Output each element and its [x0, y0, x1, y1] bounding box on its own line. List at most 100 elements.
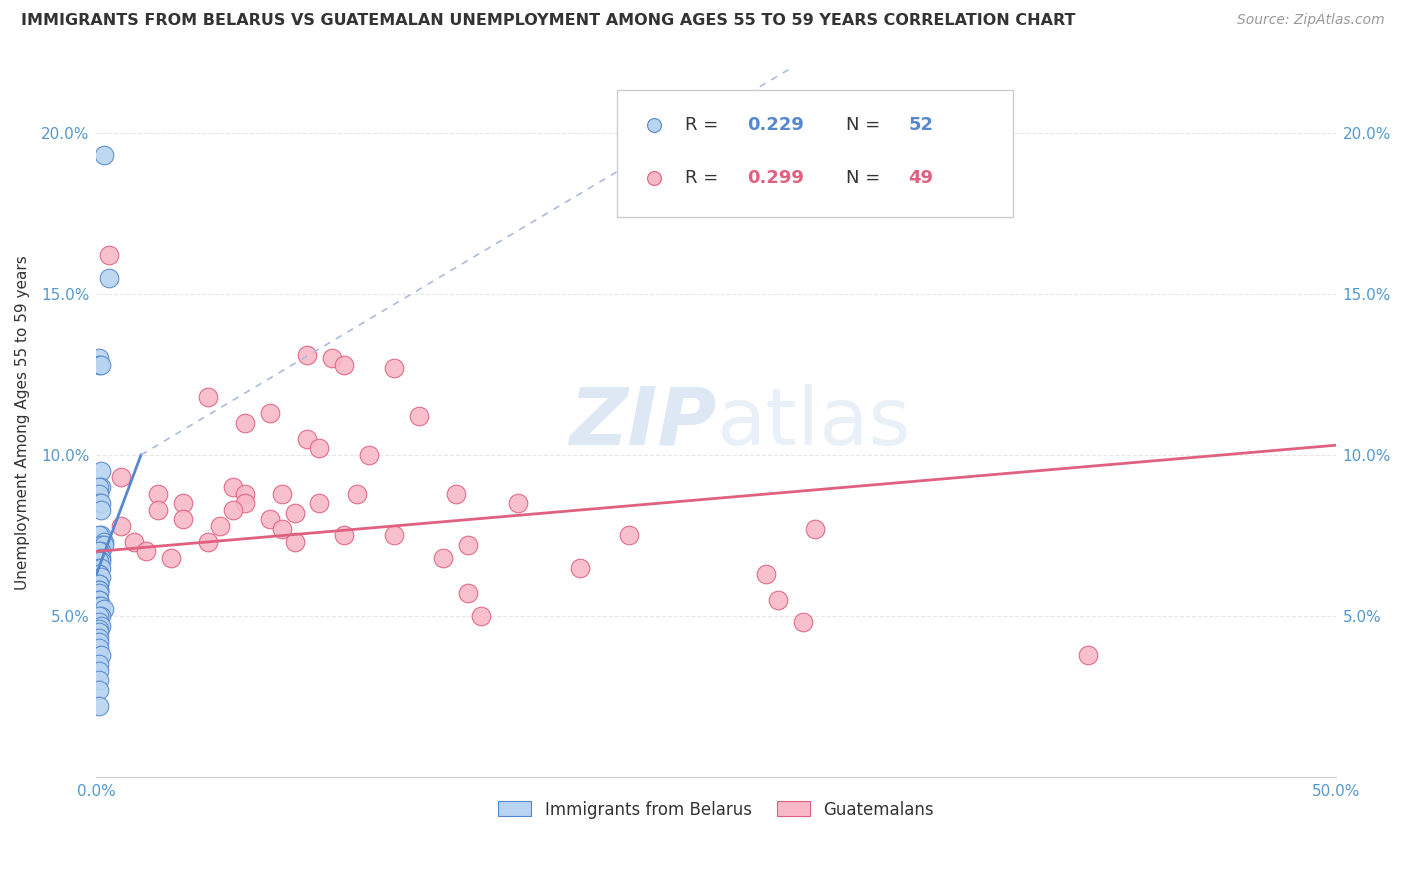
Point [308, 442, 330, 456]
Point [222, 480, 245, 494]
Point [87, 586, 110, 600]
Point [90, 599, 112, 614]
Point [87, 632, 110, 646]
Text: 52: 52 [908, 116, 934, 134]
Point [295, 432, 318, 446]
Point [357, 448, 380, 462]
Point [148, 502, 170, 516]
Point [87, 351, 110, 366]
Point [271, 486, 294, 500]
Point [87, 480, 110, 494]
Point [93, 148, 115, 162]
Point [87, 592, 110, 607]
Point [457, 538, 479, 552]
Point [93, 602, 115, 616]
Point [90, 648, 112, 662]
Point [408, 409, 430, 424]
Point [209, 518, 232, 533]
Point [87, 496, 110, 510]
Point [432, 550, 454, 565]
Text: R =: R = [685, 169, 724, 187]
Point [172, 496, 194, 510]
Text: atlas: atlas [716, 384, 911, 462]
Point [87, 560, 110, 574]
Point [87, 592, 110, 607]
Point [233, 416, 256, 430]
Point [87, 544, 110, 558]
Text: N =: N = [846, 169, 886, 187]
Point [90, 550, 112, 565]
Point [333, 528, 356, 542]
Text: Source: ZipAtlas.com: Source: ZipAtlas.com [1237, 13, 1385, 28]
Point [93, 534, 115, 549]
Text: 0.229: 0.229 [747, 116, 804, 134]
Point [259, 512, 281, 526]
Point [87, 576, 110, 591]
Point [87, 528, 110, 542]
Point [110, 518, 132, 533]
Point [568, 560, 591, 574]
Point [90, 608, 112, 623]
Point [135, 544, 157, 558]
Point [619, 528, 641, 542]
Point [87, 583, 110, 598]
Point [90, 480, 112, 494]
Point [87, 576, 110, 591]
Point [97, 248, 120, 262]
Point [159, 550, 181, 565]
Point [90, 570, 112, 584]
Point [90, 538, 112, 552]
Text: ZIP: ZIP [568, 384, 716, 462]
Point [271, 522, 294, 536]
Text: 49: 49 [908, 169, 934, 187]
Point [308, 496, 330, 510]
Y-axis label: Unemployment Among Ages 55 to 59 years: Unemployment Among Ages 55 to 59 years [15, 255, 30, 591]
Point [90, 554, 112, 568]
Point [87, 641, 110, 656]
Point [1077, 648, 1099, 662]
Point [804, 522, 827, 536]
Point [122, 534, 145, 549]
Point [172, 512, 194, 526]
Point [87, 664, 110, 678]
Point [90, 544, 112, 558]
Point [321, 351, 343, 366]
Text: R =: R = [685, 116, 724, 134]
Point [766, 592, 789, 607]
Point [90, 358, 112, 372]
Point [333, 358, 356, 372]
Point [87, 699, 110, 714]
Point [87, 583, 110, 598]
Point [110, 470, 132, 484]
Point [87, 608, 110, 623]
Point [90, 496, 112, 510]
Point [506, 496, 529, 510]
Point [259, 406, 281, 420]
Point [197, 534, 219, 549]
Point [87, 622, 110, 636]
Point [295, 348, 318, 362]
Point [792, 615, 814, 630]
Point [233, 486, 256, 500]
Point [755, 567, 778, 582]
Point [87, 567, 110, 582]
Text: IMMIGRANTS FROM BELARUS VS GUATEMALAN UNEMPLOYMENT AMONG AGES 55 TO 59 YEARS COR: IMMIGRANTS FROM BELARUS VS GUATEMALAN UN… [21, 13, 1076, 29]
Point [87, 554, 110, 568]
Point [284, 506, 307, 520]
Point [197, 390, 219, 404]
Point [444, 486, 467, 500]
Point [87, 486, 110, 500]
Point [87, 634, 110, 648]
Point [284, 534, 307, 549]
Point [87, 682, 110, 697]
Text: N =: N = [846, 116, 886, 134]
FancyBboxPatch shape [617, 90, 1014, 218]
Point [87, 567, 110, 582]
Text: 0.299: 0.299 [747, 169, 804, 187]
Point [87, 599, 110, 614]
Point [93, 538, 115, 552]
Point [87, 615, 110, 630]
Point [90, 528, 112, 542]
Legend: Immigrants from Belarus, Guatemalans: Immigrants from Belarus, Guatemalans [492, 794, 941, 825]
Point [457, 586, 479, 600]
